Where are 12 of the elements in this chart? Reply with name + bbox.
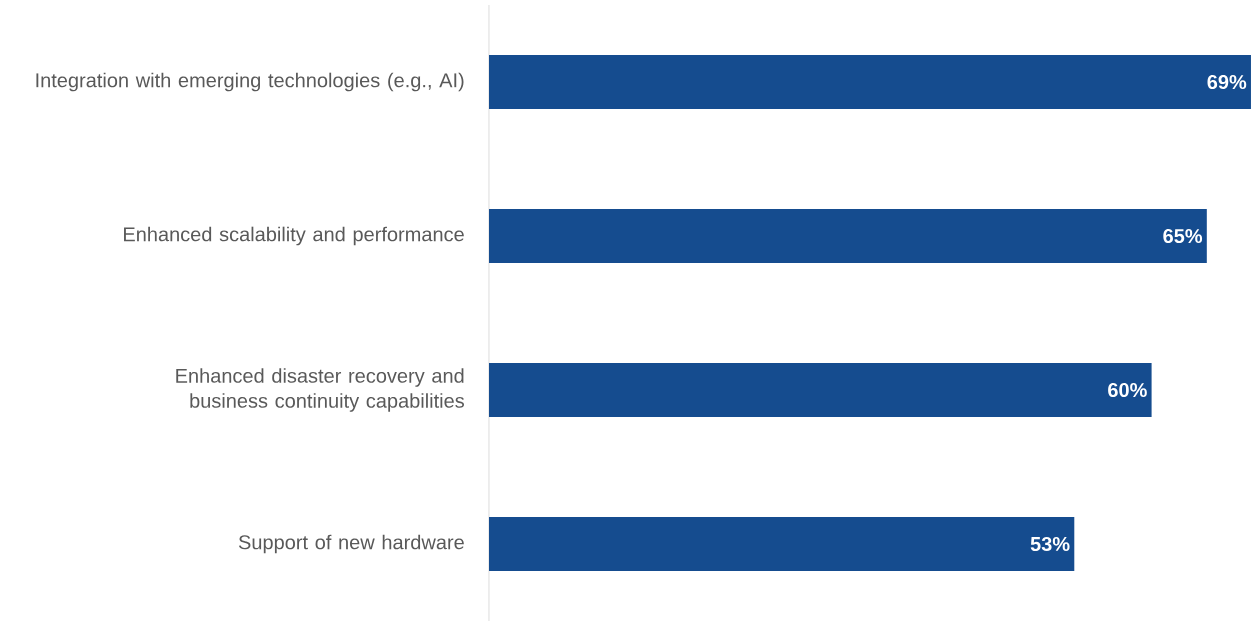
data-label: 69% [1207, 74, 1247, 90]
y-tick-label: Integration with emerging technologies (e.g., AI) [36, 72, 464, 92]
bar [489, 363, 1152, 417]
data-label: 60% [1108, 382, 1147, 398]
data-label: 65% [1163, 228, 1203, 244]
y-tick-label: Support of new hardware [238, 534, 464, 554]
bar [489, 55, 1251, 109]
bar [489, 209, 1207, 263]
y-tick-label: Enhanced disaster recovery and business continuity capabilities [176, 368, 464, 412]
bar [489, 516, 1075, 571]
data-label: 53% [1030, 536, 1070, 552]
y-tick-label: Enhanced scalability and performance [124, 226, 464, 246]
